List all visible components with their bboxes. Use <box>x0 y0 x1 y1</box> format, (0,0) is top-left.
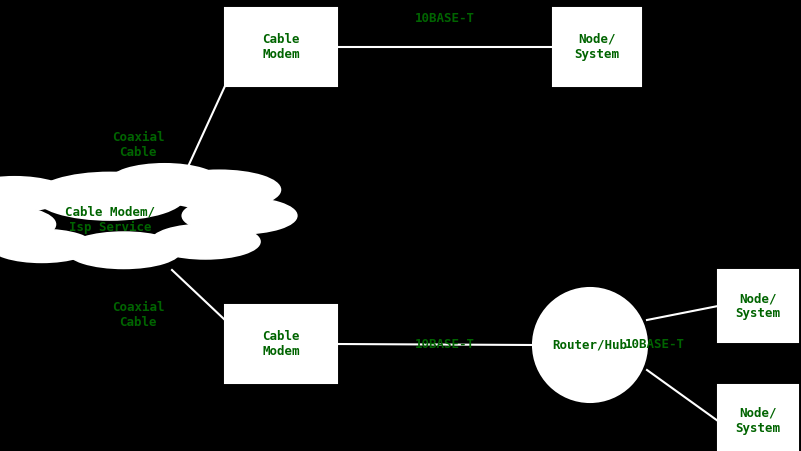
Ellipse shape <box>0 205 55 244</box>
Text: Router/Hub: Router/Hub <box>553 339 627 351</box>
Text: Node/
System: Node/ System <box>735 292 780 320</box>
FancyBboxPatch shape <box>718 270 798 342</box>
FancyBboxPatch shape <box>225 8 337 86</box>
Ellipse shape <box>533 288 647 402</box>
Ellipse shape <box>151 224 260 259</box>
Text: 10BASE-T: 10BASE-T <box>415 339 475 351</box>
Text: Coaxial
Cable: Coaxial Cable <box>112 301 164 329</box>
FancyBboxPatch shape <box>225 305 337 383</box>
Text: 10BASE-T: 10BASE-T <box>415 11 475 24</box>
Text: Coaxial
Cable: Coaxial Cable <box>112 131 164 159</box>
Text: Cable Modem/
Isp Service: Cable Modem/ Isp Service <box>65 206 155 234</box>
FancyBboxPatch shape <box>553 8 641 86</box>
Ellipse shape <box>35 172 185 220</box>
Ellipse shape <box>0 230 94 262</box>
Text: Node/
System: Node/ System <box>735 407 780 435</box>
Ellipse shape <box>0 177 69 212</box>
Ellipse shape <box>110 164 219 198</box>
Text: Node/
System: Node/ System <box>574 33 619 61</box>
Ellipse shape <box>183 198 297 234</box>
FancyBboxPatch shape <box>718 385 798 451</box>
Text: 10BASE-T: 10BASE-T <box>625 339 685 351</box>
Text: Cable
Modem: Cable Modem <box>262 330 300 358</box>
Text: Cable
Modem: Cable Modem <box>262 33 300 61</box>
Ellipse shape <box>158 170 280 209</box>
Ellipse shape <box>66 232 181 268</box>
